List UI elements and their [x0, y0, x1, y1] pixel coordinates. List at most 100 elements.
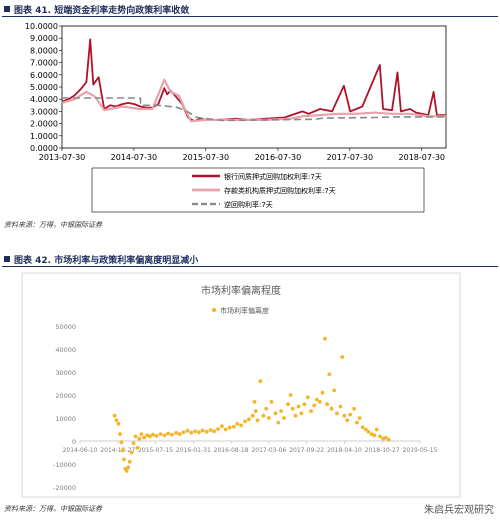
scatter-point [318, 400, 322, 404]
scatter-point [131, 441, 136, 446]
scatter-point [189, 430, 194, 435]
scatter-point [320, 390, 325, 395]
scatter-point [220, 424, 224, 428]
scatter-point [212, 429, 217, 434]
x-tick-label: 2015-07-15 [138, 447, 173, 454]
x-tick-label: 2016-08-18 [214, 447, 249, 454]
scatter-point [345, 418, 350, 423]
scatter-point [288, 393, 293, 397]
scatter-point [340, 355, 345, 359]
series-line-3 [62, 97, 446, 122]
x-tick-label: 2014-07-30 [111, 153, 158, 162]
scatter-point [235, 421, 240, 426]
scatter-point [255, 418, 260, 423]
scatter-point [264, 406, 269, 411]
scatter-point [142, 435, 146, 440]
scatter-point [253, 409, 258, 413]
scatter-point [286, 402, 290, 407]
x-tick-label: 2014-12-27 [100, 447, 135, 454]
chart-2-frame [21, 272, 461, 498]
figure-42-source: 资料来源：万得，中银国际证券 [4, 505, 102, 513]
scatter-point [327, 372, 332, 377]
scatter-point [250, 413, 255, 418]
scatter-point [158, 432, 163, 436]
scatter-point [124, 469, 129, 473]
x-tick-label: 2014-06-10 [63, 447, 98, 454]
title-square-icon [4, 256, 10, 262]
scatter-point [223, 427, 228, 432]
title-square-icon [4, 6, 10, 12]
scatter-point [378, 434, 382, 439]
scatter-point [197, 430, 201, 435]
scatter-point [273, 411, 278, 416]
scatter-point [299, 411, 304, 416]
scatter-point [293, 413, 298, 418]
x-tick-label: 2017-07-30 [327, 153, 374, 162]
x-tick-label: 2016-07-30 [255, 153, 302, 162]
scatter-point [374, 427, 379, 432]
scatter-point [120, 448, 125, 453]
series-line-2 [61, 78, 446, 123]
figure-41-title-text: 图表 41. 短端资金利率走势向政策利率收敛 [14, 6, 190, 16]
x-tick-label: 2017-03-06 [251, 447, 286, 454]
y-tick-label: 0 [72, 438, 76, 446]
scatter-point [126, 465, 131, 470]
y-tick-label: 10.0000 [25, 22, 58, 31]
scatter-point [302, 402, 307, 407]
scatter-point [247, 417, 251, 422]
x-tick-label: 2018-10-27 [365, 447, 400, 454]
legend-label-2: 存款类机构质押式回购加权利率:7天 [224, 186, 336, 195]
scatter-point [312, 403, 317, 408]
scatter-point [357, 416, 362, 420]
y-tick-label: 0.0000 [30, 144, 58, 153]
scatter-point [148, 434, 152, 439]
scatter-point [305, 395, 310, 400]
chart-1-line: 0.0000 1.0000 2.0000 3.0000 4.0000 5.0000 6.00… [25, 22, 447, 213]
plot-area-frame [61, 25, 447, 149]
scatter-point [261, 413, 266, 418]
scatter-point [243, 419, 248, 424]
x-tick-label: 2013-07-30 [39, 153, 86, 162]
scatter-point [282, 416, 286, 420]
scatter-point [112, 413, 117, 418]
scatter-point [348, 412, 352, 417]
y-tick-label: -20000 [53, 484, 76, 492]
scatter-point [151, 432, 155, 437]
scatter-point [309, 409, 313, 413]
scatter-point [258, 379, 263, 384]
scatter-point [208, 428, 213, 432]
scatter-point [216, 427, 221, 431]
scatter-point [325, 402, 329, 407]
y-tick-label: 7.0000 [30, 59, 58, 68]
legend-marker [211, 307, 217, 313]
y-tick-label: 3.0000 [30, 107, 58, 116]
scatter-point [162, 433, 167, 438]
scatter-point [290, 406, 295, 411]
watermark: 朱启兵宏观研究 [424, 505, 494, 516]
scatter-point [174, 431, 179, 435]
scatter-point [335, 411, 339, 416]
x-tick-label: 2016-01-31 [176, 447, 211, 454]
scatter-point [177, 432, 182, 436]
scatter-point [114, 418, 119, 423]
scatter-point [279, 409, 284, 413]
scatter-point [231, 424, 236, 429]
legend-box [91, 167, 425, 213]
x-tick-label: 2018-07-30 [399, 153, 446, 162]
figure-41-source: 资料来源：万得，中银国际证券 [4, 221, 102, 229]
scatter-point [116, 421, 121, 426]
y-tick-label: 50000 [55, 323, 76, 331]
scatter-point [227, 425, 232, 430]
scatter-point [139, 432, 144, 436]
scatter-point [122, 457, 126, 462]
figure-42-top-rule [2, 266, 498, 267]
figure-42-title: 图表 42. 市场利率与政策利率偏离度明显减小 [4, 253, 198, 266]
chart-2-title: 市场利率偏离程度 [201, 284, 281, 297]
y-tick-label: 6.0000 [30, 71, 58, 80]
y-tick-label: 4.0000 [30, 95, 58, 104]
series-line-1 [61, 38, 446, 123]
scatter-point [296, 404, 301, 409]
x-tick-label: 2017-09-22 [289, 447, 324, 454]
scatter-point [352, 406, 356, 411]
